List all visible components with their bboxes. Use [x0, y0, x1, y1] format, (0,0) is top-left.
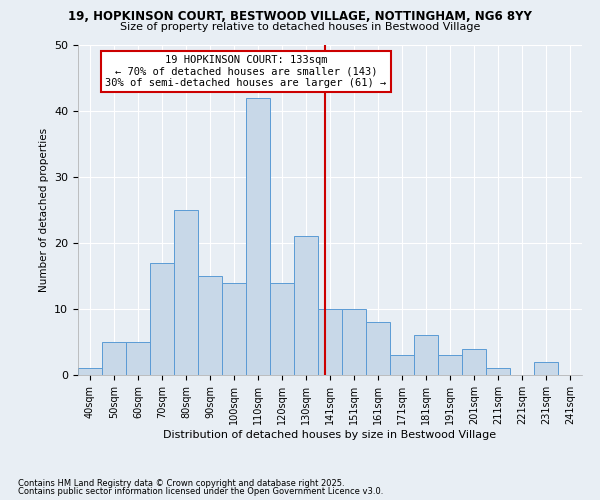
Bar	[486, 368, 510, 375]
Bar	[222, 282, 246, 375]
Text: 19, HOPKINSON COURT, BESTWOOD VILLAGE, NOTTINGHAM, NG6 8YY: 19, HOPKINSON COURT, BESTWOOD VILLAGE, N…	[68, 10, 532, 23]
Text: Contains HM Land Registry data © Crown copyright and database right 2025.: Contains HM Land Registry data © Crown c…	[18, 478, 344, 488]
Bar	[342, 309, 366, 375]
Text: 19 HOPKINSON COURT: 133sqm
← 70% of detached houses are smaller (143)
30% of sem: 19 HOPKINSON COURT: 133sqm ← 70% of deta…	[106, 55, 386, 88]
Bar	[78, 368, 102, 375]
Y-axis label: Number of detached properties: Number of detached properties	[38, 128, 49, 292]
Bar	[198, 276, 222, 375]
Bar	[294, 236, 318, 375]
Bar	[246, 98, 270, 375]
Bar	[318, 309, 342, 375]
Bar	[102, 342, 126, 375]
Bar	[414, 336, 438, 375]
Bar	[174, 210, 198, 375]
Text: Size of property relative to detached houses in Bestwood Village: Size of property relative to detached ho…	[120, 22, 480, 32]
Bar	[150, 263, 174, 375]
Bar	[534, 362, 558, 375]
Bar	[438, 355, 462, 375]
Bar	[270, 282, 294, 375]
X-axis label: Distribution of detached houses by size in Bestwood Village: Distribution of detached houses by size …	[163, 430, 497, 440]
Bar	[126, 342, 150, 375]
Bar	[390, 355, 414, 375]
Text: Contains public sector information licensed under the Open Government Licence v3: Contains public sector information licen…	[18, 487, 383, 496]
Bar	[366, 322, 390, 375]
Bar	[462, 348, 486, 375]
